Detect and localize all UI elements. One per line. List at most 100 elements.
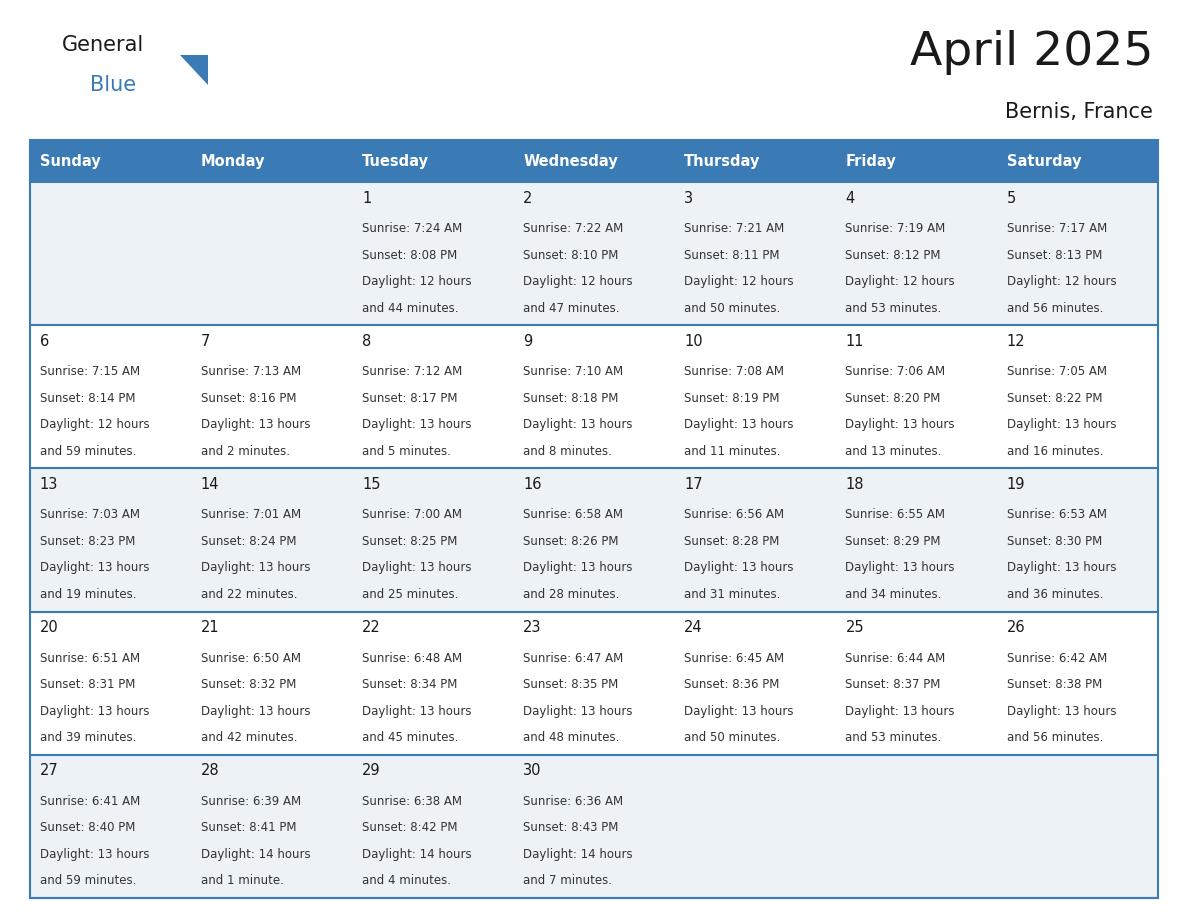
Text: Daylight: 12 hours: Daylight: 12 hours	[1006, 275, 1117, 288]
Text: Sunset: 8:37 PM: Sunset: 8:37 PM	[846, 678, 941, 691]
Text: and 31 minutes.: and 31 minutes.	[684, 588, 781, 601]
Text: Daylight: 13 hours: Daylight: 13 hours	[846, 419, 955, 431]
Text: Sunset: 8:38 PM: Sunset: 8:38 PM	[1006, 678, 1101, 691]
Text: Sunrise: 6:50 AM: Sunrise: 6:50 AM	[201, 652, 301, 665]
Text: Sunset: 8:18 PM: Sunset: 8:18 PM	[523, 392, 619, 405]
Text: Daylight: 12 hours: Daylight: 12 hours	[684, 275, 794, 288]
Text: Daylight: 13 hours: Daylight: 13 hours	[201, 419, 310, 431]
Text: and 13 minutes.: and 13 minutes.	[846, 445, 942, 458]
Text: Daylight: 13 hours: Daylight: 13 hours	[1006, 562, 1116, 575]
Text: Daylight: 13 hours: Daylight: 13 hours	[362, 705, 472, 718]
Text: Sunset: 8:17 PM: Sunset: 8:17 PM	[362, 392, 457, 405]
Text: Wednesday: Wednesday	[523, 153, 618, 169]
Text: Daylight: 13 hours: Daylight: 13 hours	[523, 705, 632, 718]
Text: 13: 13	[39, 477, 58, 492]
Text: Daylight: 12 hours: Daylight: 12 hours	[523, 275, 633, 288]
Text: 17: 17	[684, 477, 703, 492]
Text: Sunrise: 6:39 AM: Sunrise: 6:39 AM	[201, 795, 301, 808]
Text: and 34 minutes.: and 34 minutes.	[846, 588, 942, 601]
Text: Sunrise: 7:12 AM: Sunrise: 7:12 AM	[362, 365, 462, 378]
Text: and 56 minutes.: and 56 minutes.	[1006, 731, 1102, 744]
Text: Sunset: 8:29 PM: Sunset: 8:29 PM	[846, 535, 941, 548]
Text: 15: 15	[362, 477, 380, 492]
Text: 27: 27	[39, 764, 58, 778]
Text: Sunrise: 7:19 AM: Sunrise: 7:19 AM	[846, 222, 946, 235]
Text: Daylight: 13 hours: Daylight: 13 hours	[523, 419, 632, 431]
Bar	[30, 468, 1158, 611]
Text: 5: 5	[1006, 191, 1016, 206]
Text: 8: 8	[362, 334, 371, 349]
Text: Tuesday: Tuesday	[362, 153, 429, 169]
Text: 24: 24	[684, 621, 703, 635]
Text: Sunset: 8:32 PM: Sunset: 8:32 PM	[201, 678, 296, 691]
Text: Sunrise: 7:00 AM: Sunrise: 7:00 AM	[362, 509, 462, 521]
Text: Sunset: 8:26 PM: Sunset: 8:26 PM	[523, 535, 619, 548]
Text: Sunset: 8:25 PM: Sunset: 8:25 PM	[362, 535, 457, 548]
Text: Sunset: 8:13 PM: Sunset: 8:13 PM	[1006, 249, 1102, 262]
Text: Sunset: 8:08 PM: Sunset: 8:08 PM	[362, 249, 457, 262]
Text: and 50 minutes.: and 50 minutes.	[684, 302, 781, 315]
Text: 11: 11	[846, 334, 864, 349]
Text: Sunset: 8:34 PM: Sunset: 8:34 PM	[362, 678, 457, 691]
Text: and 53 minutes.: and 53 minutes.	[846, 731, 942, 744]
Text: Sunrise: 6:42 AM: Sunrise: 6:42 AM	[1006, 652, 1107, 665]
Text: Sunset: 8:24 PM: Sunset: 8:24 PM	[201, 535, 296, 548]
Text: Sunset: 8:40 PM: Sunset: 8:40 PM	[39, 822, 135, 834]
Text: and 59 minutes.: and 59 minutes.	[39, 445, 137, 458]
Text: and 39 minutes.: and 39 minutes.	[39, 731, 137, 744]
Text: Sunset: 8:41 PM: Sunset: 8:41 PM	[201, 822, 296, 834]
Text: Sunrise: 7:03 AM: Sunrise: 7:03 AM	[39, 509, 140, 521]
Polygon shape	[181, 55, 208, 85]
Text: 16: 16	[523, 477, 542, 492]
Text: Sunrise: 7:17 AM: Sunrise: 7:17 AM	[1006, 222, 1107, 235]
Text: Daylight: 13 hours: Daylight: 13 hours	[684, 419, 794, 431]
Text: Sunrise: 6:38 AM: Sunrise: 6:38 AM	[362, 795, 462, 808]
Text: and 53 minutes.: and 53 minutes.	[846, 302, 942, 315]
Text: and 59 minutes.: and 59 minutes.	[39, 874, 137, 888]
Text: 9: 9	[523, 334, 532, 349]
Text: and 48 minutes.: and 48 minutes.	[523, 731, 619, 744]
Text: Daylight: 13 hours: Daylight: 13 hours	[201, 562, 310, 575]
Text: Sunrise: 6:45 AM: Sunrise: 6:45 AM	[684, 652, 784, 665]
Text: 6: 6	[39, 334, 49, 349]
Text: Sunrise: 7:05 AM: Sunrise: 7:05 AM	[1006, 365, 1106, 378]
Text: and 47 minutes.: and 47 minutes.	[523, 302, 620, 315]
Text: and 4 minutes.: and 4 minutes.	[362, 874, 451, 888]
Text: Daylight: 13 hours: Daylight: 13 hours	[684, 562, 794, 575]
Text: and 8 minutes.: and 8 minutes.	[523, 445, 612, 458]
Text: Sunset: 8:43 PM: Sunset: 8:43 PM	[523, 822, 619, 834]
Text: 25: 25	[846, 621, 864, 635]
Text: 29: 29	[362, 764, 380, 778]
Text: Sunrise: 7:01 AM: Sunrise: 7:01 AM	[201, 509, 301, 521]
Text: Sunrise: 7:10 AM: Sunrise: 7:10 AM	[523, 365, 624, 378]
Text: and 25 minutes.: and 25 minutes.	[362, 588, 459, 601]
Text: and 11 minutes.: and 11 minutes.	[684, 445, 781, 458]
Text: 23: 23	[523, 621, 542, 635]
Text: 3: 3	[684, 191, 694, 206]
Text: and 56 minutes.: and 56 minutes.	[1006, 302, 1102, 315]
Text: Sunset: 8:12 PM: Sunset: 8:12 PM	[846, 249, 941, 262]
Text: Sunrise: 7:08 AM: Sunrise: 7:08 AM	[684, 365, 784, 378]
Text: Sunrise: 7:21 AM: Sunrise: 7:21 AM	[684, 222, 784, 235]
Bar	[30, 755, 1158, 898]
Text: Daylight: 13 hours: Daylight: 13 hours	[39, 705, 150, 718]
Text: Daylight: 13 hours: Daylight: 13 hours	[362, 419, 472, 431]
Text: Sunset: 8:20 PM: Sunset: 8:20 PM	[846, 392, 941, 405]
Text: Sunset: 8:35 PM: Sunset: 8:35 PM	[523, 678, 618, 691]
Text: Daylight: 13 hours: Daylight: 13 hours	[1006, 705, 1116, 718]
Text: 21: 21	[201, 621, 220, 635]
Text: Sunset: 8:19 PM: Sunset: 8:19 PM	[684, 392, 779, 405]
Text: Sunrise: 6:56 AM: Sunrise: 6:56 AM	[684, 509, 784, 521]
Text: Daylight: 13 hours: Daylight: 13 hours	[1006, 419, 1116, 431]
Text: and 36 minutes.: and 36 minutes.	[1006, 588, 1102, 601]
Bar	[30, 182, 1158, 325]
Text: Sunday: Sunday	[39, 153, 101, 169]
Text: 2: 2	[523, 191, 532, 206]
Text: Sunset: 8:22 PM: Sunset: 8:22 PM	[1006, 392, 1102, 405]
Text: April 2025: April 2025	[910, 30, 1154, 75]
Text: Sunrise: 6:47 AM: Sunrise: 6:47 AM	[523, 652, 624, 665]
Text: and 5 minutes.: and 5 minutes.	[362, 445, 450, 458]
Bar	[835, 140, 997, 182]
Text: 14: 14	[201, 477, 220, 492]
Text: Sunset: 8:42 PM: Sunset: 8:42 PM	[362, 822, 457, 834]
